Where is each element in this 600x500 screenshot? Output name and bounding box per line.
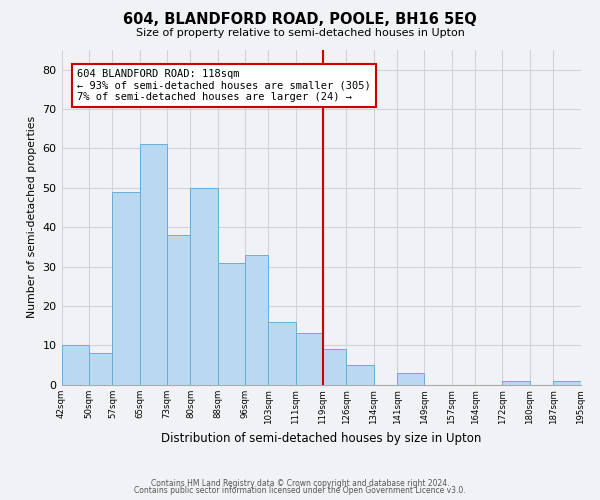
Bar (346, 365, 374, 384)
Bar (112, 192, 140, 384)
Text: 604, BLANDFORD ROAD, POOLE, BH16 5EQ: 604, BLANDFORD ROAD, POOLE, BH16 5EQ (123, 12, 477, 28)
Bar (218, 262, 245, 384)
Text: Contains HM Land Registry data © Crown copyright and database right 2024.: Contains HM Land Registry data © Crown c… (151, 478, 449, 488)
Bar (296, 334, 323, 384)
Bar (397, 373, 424, 384)
X-axis label: Distribution of semi-detached houses by size in Upton: Distribution of semi-detached houses by … (161, 432, 481, 445)
Bar (190, 188, 218, 384)
Bar (140, 144, 167, 384)
Bar (502, 380, 530, 384)
Y-axis label: Number of semi-detached properties: Number of semi-detached properties (27, 116, 37, 318)
Text: Contains public sector information licensed under the Open Government Licence v3: Contains public sector information licen… (134, 486, 466, 495)
Bar (167, 235, 190, 384)
Bar (553, 380, 581, 384)
Bar (323, 349, 346, 384)
Text: 604 BLANDFORD ROAD: 118sqm
← 93% of semi-detached houses are smaller (305)
7% of: 604 BLANDFORD ROAD: 118sqm ← 93% of semi… (77, 69, 371, 102)
Bar (268, 322, 296, 384)
Text: Size of property relative to semi-detached houses in Upton: Size of property relative to semi-detach… (136, 28, 464, 38)
Bar (62, 346, 89, 385)
Bar (89, 353, 112, 384)
Bar (245, 254, 268, 384)
